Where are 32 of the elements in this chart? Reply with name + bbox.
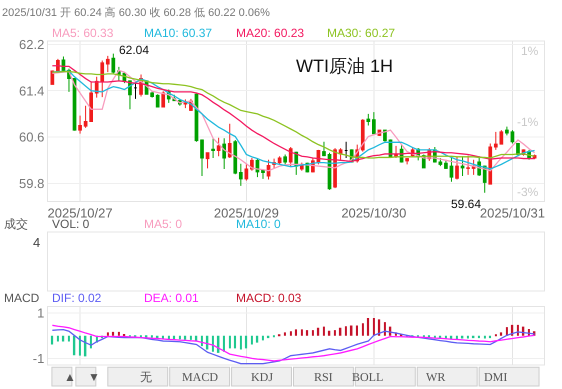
- text: MACD: [182, 370, 218, 384]
- text: MACD: 0.03: [236, 291, 302, 305]
- x-tick-label: 2025/10/31: [480, 206, 545, 221]
- chart-subtitle: 2025/10/31 开 60.24 高 60.30 收 60.28 低 60.22 0.06%: [2, 6, 270, 19]
- y-tick-label: 60.6: [19, 130, 44, 145]
- text: DEA: 0.01: [144, 291, 200, 305]
- text: WTI原油 1H: [296, 56, 393, 76]
- chart-title: MACD: [4, 291, 40, 305]
- y-tick-label: 62.2: [19, 36, 44, 52]
- y-tick-label: -1: [32, 351, 44, 366]
- y-tick-label: 61.4: [19, 83, 44, 98]
- legend-label: MA5: 0: [144, 217, 182, 231]
- text: ▼: [88, 370, 100, 384]
- annotation: 62.04: [119, 43, 150, 57]
- text: DMI: [484, 370, 508, 384]
- text: KDJ: [251, 370, 274, 384]
- text: MA20: 60.23: [236, 26, 304, 40]
- y-tick-label: 59.8: [19, 176, 44, 192]
- text: MA10: 60.37: [144, 26, 212, 40]
- text: 4: [33, 235, 40, 250]
- text: MA5: 60.33: [52, 26, 114, 40]
- y-tick-label: 1: [37, 306, 44, 321]
- text: BOLL: [352, 370, 384, 384]
- text: RSI: [314, 370, 333, 384]
- annotation: 59.64: [451, 197, 482, 211]
- text: MA30: 60.27: [327, 26, 396, 40]
- x-tick-label: 2025/10/30: [341, 206, 406, 221]
- text: ▲: [64, 370, 76, 384]
- text: DIF: 0.02: [52, 291, 102, 305]
- text: WR: [426, 370, 446, 384]
- text: 成交: [4, 217, 28, 231]
- text: 无: [140, 370, 152, 384]
